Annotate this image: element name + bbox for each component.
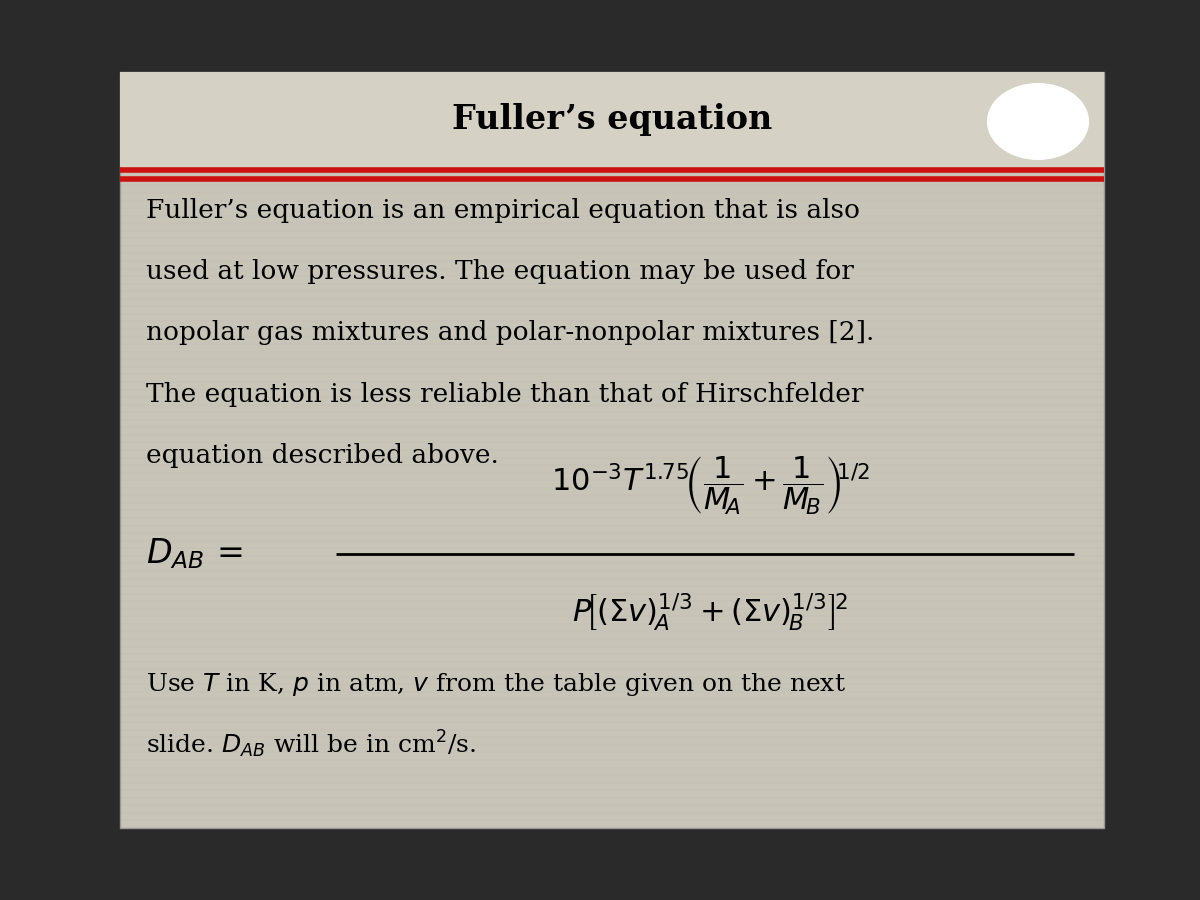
- Text: $D_{AB}\,=$: $D_{AB}\,=$: [146, 536, 244, 571]
- Text: nopolar gas mixtures and polar-nonpolar mixtures [2].: nopolar gas mixtures and polar-nonpolar …: [146, 320, 875, 346]
- Text: used at low pressures. The equation may be used for: used at low pressures. The equation may …: [146, 259, 854, 284]
- Text: Fuller’s equation is an empirical equation that is also: Fuller’s equation is an empirical equati…: [146, 198, 860, 223]
- Bar: [120, 72, 1104, 828]
- Text: $P\!\left[(\Sigma v)_{\!A}^{1/3}+(\Sigma v)_{\!B}^{1/3}\right]^{\!2}$: $P\!\left[(\Sigma v)_{\!A}^{1/3}+(\Sigma…: [572, 591, 848, 633]
- Bar: [120, 72, 1104, 166]
- Text: $10^{-3}T^{1.75}\!\left(\dfrac{1}{M_{\!A}}+\dfrac{1}{M_{\!B}}\right)^{\!\!1/2}$: $10^{-3}T^{1.75}\!\left(\dfrac{1}{M_{\!A…: [551, 454, 870, 518]
- Text: The equation is less reliable than that of Hirschfelder: The equation is less reliable than that …: [146, 382, 864, 407]
- Text: equation described above.: equation described above.: [146, 443, 499, 468]
- Text: Use $T$ in K, $p$ in atm, $v$ from the table given on the next: Use $T$ in K, $p$ in atm, $v$ from the t…: [146, 670, 846, 698]
- Text: Fuller’s equation: Fuller’s equation: [452, 103, 772, 136]
- Text: slide. $D_{AB}$ will be in cm$^2$/s.: slide. $D_{AB}$ will be in cm$^2$/s.: [146, 729, 476, 760]
- Circle shape: [988, 84, 1088, 159]
